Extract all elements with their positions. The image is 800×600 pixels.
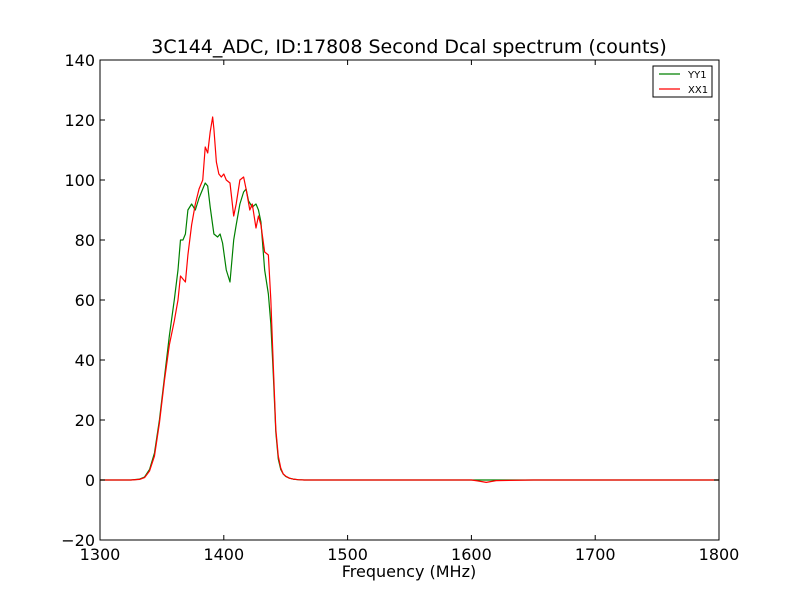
- legend-label-yy1: YY1: [687, 70, 707, 81]
- x-tick-label: 1300: [80, 545, 121, 564]
- y-tick-label: 120: [64, 111, 95, 130]
- plot-area: [99, 59, 720, 541]
- x-tick-label: 1600: [451, 545, 492, 564]
- legend-label-xx1: XX1: [688, 85, 708, 96]
- y-tick-label: 20: [75, 411, 95, 430]
- axes-background: [100, 60, 719, 540]
- y-tick-label: 60: [75, 291, 95, 310]
- x-tick-label: 1400: [203, 545, 244, 564]
- y-tick-label: 40: [75, 351, 95, 370]
- y-tick-label: 140: [64, 51, 95, 70]
- x-tick-label: 1800: [699, 545, 740, 564]
- x-tick-label: 1700: [575, 545, 616, 564]
- x-tick-label: 1500: [327, 545, 368, 564]
- legend-box: [652, 65, 713, 98]
- x-axis-label: Frequency (MHz): [342, 562, 476, 581]
- x-tick-labels: 1300 1400 1500 1600 1700 1800: [80, 545, 740, 564]
- y-tick-label: 100: [64, 171, 95, 190]
- chart-title: 3C144_ADC, ID:17808 Second Dcal spectrum…: [151, 36, 667, 58]
- y-tick-label: 0: [85, 471, 95, 490]
- y-tick-label: 80: [75, 231, 95, 250]
- y-tick-label: −20: [61, 531, 95, 550]
- y-tick-labels: −20 0 20 40 60 80 100 120 140: [61, 51, 95, 550]
- axes-frame: [99, 59, 720, 541]
- series-line-xx1: [100, 116, 719, 483]
- series-layer: [100, 116, 719, 483]
